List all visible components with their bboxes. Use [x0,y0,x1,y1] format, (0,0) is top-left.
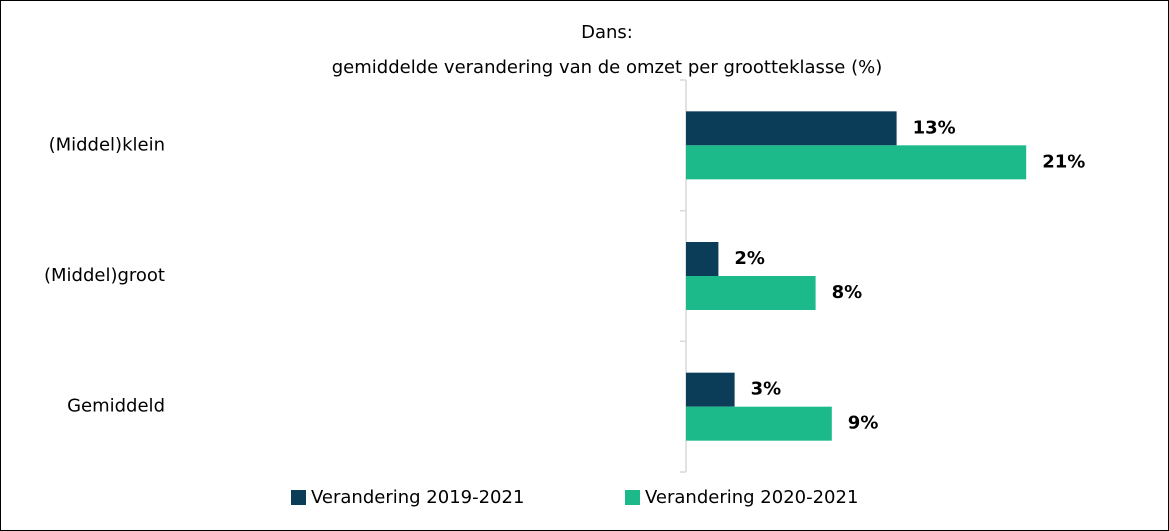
bar [686,406,832,441]
bar [686,276,816,310]
bar [686,145,1027,180]
category-label: (Middel)groot [44,265,165,286]
value-label: 8% [832,282,863,303]
category-label: (Middel)klein [49,134,165,155]
value-label: 3% [751,379,782,400]
chart-subtitle: gemiddelde verandering van de omzet per … [332,57,883,78]
category-label: Gemiddeld [67,396,165,417]
bar [686,372,735,407]
chart-title: Dans: [581,22,633,43]
bar [686,111,897,146]
value-label: 13% [913,117,956,138]
legend-label: Verandering 2019-2021 [311,487,524,508]
value-label: 2% [734,248,765,269]
bar [686,242,719,276]
legend-swatch [291,490,306,505]
value-label: 9% [848,413,879,434]
value-label: 21% [1042,151,1085,172]
legend-swatch [625,490,640,505]
legend-label: Verandering 2020-2021 [645,487,858,508]
